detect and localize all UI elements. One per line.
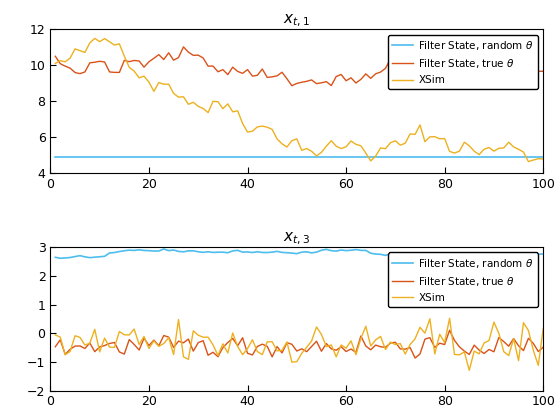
Filter State, random $\theta$: [52, 255, 59, 260]
Filter State, random $\theta$: [540, 252, 547, 257]
Filter State, true $\theta$: [52, 54, 59, 59]
Filter State, random $\theta$: [57, 256, 64, 261]
Filter State, random $\theta$: [304, 154, 310, 159]
Filter State, true $\theta$: [165, 50, 172, 55]
XSim: [525, 159, 532, 164]
XSim: [146, 346, 152, 351]
Filter State, random $\theta$: [501, 154, 507, 159]
Filter State, random $\theta$: [313, 249, 320, 255]
Line: XSim: XSim: [55, 38, 543, 162]
XSim: [540, 326, 547, 331]
XSim: [510, 336, 517, 341]
XSim: [52, 61, 59, 66]
XSim: [505, 140, 512, 145]
Filter State, true $\theta$: [146, 59, 152, 64]
XSim: [348, 139, 354, 144]
Filter State, random $\theta$: [510, 252, 517, 257]
Filter State, random $\theta$: [343, 154, 349, 159]
Line: Filter State, true $\theta$: Filter State, true $\theta$: [55, 47, 543, 86]
Filter State, true $\theta$: [304, 349, 310, 354]
Filter State, true $\theta$: [525, 336, 532, 341]
XSim: [466, 368, 473, 373]
XSim: [165, 335, 172, 340]
Filter State, true $\theta$: [412, 355, 418, 360]
XSim: [525, 328, 532, 333]
XSim: [151, 89, 157, 94]
Filter State, true $\theta$: [288, 83, 295, 88]
Filter State, true $\theta$: [540, 345, 547, 350]
XSim: [446, 316, 453, 321]
XSim: [343, 346, 349, 351]
Legend: Filter State, random $\theta$, Filter State, true $\theta$, XSim: Filter State, random $\theta$, Filter St…: [388, 252, 538, 307]
Filter State, random $\theta$: [52, 154, 59, 159]
Filter State, true $\theta$: [510, 336, 517, 341]
Filter State, true $\theta$: [343, 349, 349, 354]
Filter State, random $\theta$: [146, 154, 152, 159]
Filter State, true $\theta$: [353, 81, 360, 86]
Filter State, true $\theta$: [146, 343, 152, 348]
Line: Filter State, random $\theta$: Filter State, random $\theta$: [55, 249, 543, 258]
XSim: [540, 157, 547, 162]
Filter State, true $\theta$: [525, 64, 532, 69]
Filter State, random $\theta$: [165, 154, 172, 159]
Title: $x_{t,3}$: $x_{t,3}$: [283, 231, 310, 247]
XSim: [91, 36, 98, 41]
XSim: [170, 91, 177, 96]
XSim: [52, 332, 59, 337]
Filter State, random $\theta$: [540, 154, 547, 159]
Line: XSim: XSim: [55, 318, 543, 370]
Filter State, random $\theta$: [160, 247, 167, 252]
Filter State, true $\theta$: [540, 69, 547, 74]
Line: Filter State, true $\theta$: Filter State, true $\theta$: [55, 330, 543, 358]
Filter State, true $\theta$: [446, 328, 453, 333]
Filter State, random $\theta$: [525, 252, 532, 257]
Filter State, random $\theta$: [151, 249, 157, 254]
Filter State, true $\theta$: [52, 344, 59, 349]
Legend: Filter State, random $\theta$, Filter State, true $\theta$, XSim: Filter State, random $\theta$, Filter St…: [388, 34, 538, 89]
XSim: [304, 345, 310, 350]
Filter State, random $\theta$: [515, 154, 522, 159]
Filter State, true $\theta$: [180, 45, 187, 50]
Filter State, true $\theta$: [313, 81, 320, 86]
Filter State, true $\theta$: [510, 60, 517, 65]
Filter State, true $\theta$: [165, 335, 172, 340]
Title: $x_{t,1}$: $x_{t,1}$: [283, 13, 310, 29]
XSim: [520, 150, 527, 155]
Filter State, random $\theta$: [353, 247, 360, 252]
Filter State, random $\theta$: [175, 249, 182, 254]
XSim: [308, 149, 315, 154]
